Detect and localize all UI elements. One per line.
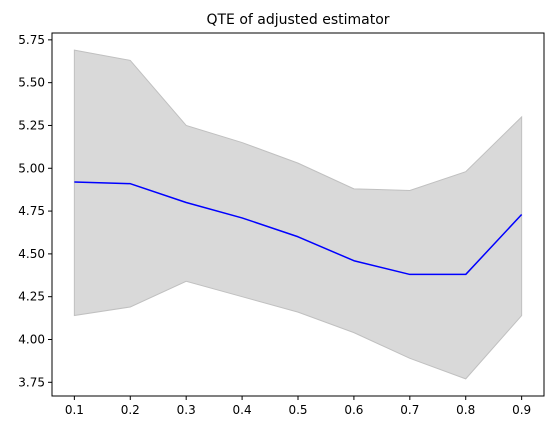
x-tick-label: 0.3: [177, 403, 196, 417]
y-tick-label: 4.00: [18, 332, 45, 346]
y-axis-ticks: 3.75 4.00 4.25 4.50 4.75 5.00 5.25 5.50 5.75: [18, 33, 52, 389]
y-tick-label: 3.75: [18, 375, 45, 389]
y-tick-label: 5.50: [18, 76, 45, 90]
x-axis-ticks: 0.1 0.2 0.3 0.4 0.5 0.6 0.7 0.8 0.9: [65, 396, 531, 417]
x-tick-label: 0.4: [233, 403, 252, 417]
y-tick-label: 5.00: [18, 161, 45, 175]
y-tick-label: 4.75: [18, 204, 45, 218]
line-layer: [74, 181, 523, 276]
confidence-band-layer: [73, 49, 523, 380]
x-tick-label: 0.6: [344, 403, 363, 417]
y-tick-label: 5.25: [18, 118, 45, 132]
y-tick-label: 5.75: [18, 33, 45, 47]
y-tick-label: 4.50: [18, 247, 45, 261]
series-line-0: [74, 181, 523, 276]
y-tick-label: 4.25: [18, 290, 45, 304]
x-tick-label: 0.8: [456, 403, 475, 417]
x-tick-label: 0.2: [121, 403, 140, 417]
confidence-band: [73, 49, 523, 380]
x-tick-label: 0.9: [512, 403, 531, 417]
x-tick-label: 0.5: [288, 403, 307, 417]
x-tick-label: 0.1: [65, 403, 84, 417]
chart-title: QTE of adjusted estimator: [206, 12, 389, 28]
x-tick-label: 0.7: [400, 403, 419, 417]
